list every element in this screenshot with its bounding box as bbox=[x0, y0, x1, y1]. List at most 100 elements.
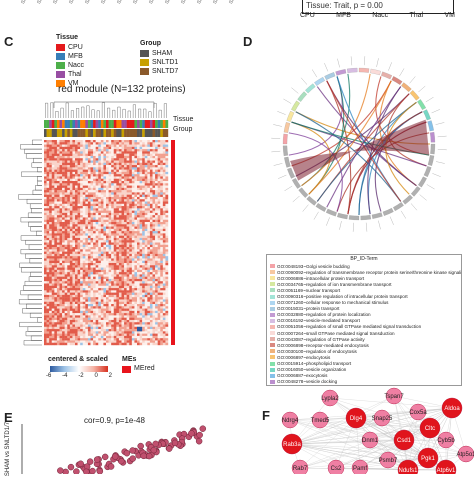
network-node-label: Csd1 bbox=[397, 438, 412, 444]
network-node-label: Snap25 bbox=[372, 416, 393, 422]
top-stat-text: Tissue: Trait, p = 0.00 bbox=[306, 1, 383, 10]
top-stat-box bbox=[302, 0, 454, 14]
group-legend-item: SNLTD7 bbox=[140, 67, 178, 76]
scatter-point bbox=[196, 431, 203, 439]
top-tick-label: SNLTD7 bbox=[100, 0, 116, 5]
top-tick-label: SNLTD1 bbox=[36, 0, 52, 5]
row-dendrogram bbox=[18, 139, 42, 346]
network-node: Pgk1 bbox=[417, 447, 439, 469]
go-term-item: GO:0006898~receptor-mediated endocytosis bbox=[267, 342, 461, 348]
mes-label: MEred bbox=[134, 365, 155, 372]
tissue-legend-item: Thal bbox=[56, 70, 84, 79]
go-term-item: GO:0032880~regulation of protein localiz… bbox=[267, 312, 461, 318]
go-term-item: GO:0043087~regulation of GTPase activity bbox=[267, 336, 461, 342]
heatmap-cells bbox=[44, 140, 169, 346]
scatter-point bbox=[137, 442, 144, 450]
network-node: Tspan7 bbox=[384, 387, 404, 405]
network-node-label: Dlg4 bbox=[350, 416, 363, 422]
network-node: Ndufs1 bbox=[397, 459, 419, 474]
go-term-swatch bbox=[270, 355, 275, 360]
network-node-label: Lypla2 bbox=[321, 396, 339, 402]
go-term-label: GO:0071260~cellular response to mechanic… bbox=[277, 300, 389, 306]
go-term-label: GO:0043087~regulation of GTPase activity bbox=[277, 336, 365, 342]
network-node-label: Aldoa bbox=[444, 406, 460, 412]
go-term-label: GO:0006886~intracellular protein transpo… bbox=[277, 275, 365, 281]
go-term-swatch bbox=[270, 337, 275, 342]
go-term-label: GO:0034765~regulation of ion transmembra… bbox=[277, 281, 392, 287]
tissue-legend-item: CPU bbox=[56, 43, 84, 52]
go-legend-header: BP_ID-Term bbox=[350, 256, 378, 262]
tissue-annotation-bar bbox=[44, 120, 169, 128]
scatter-point bbox=[101, 453, 109, 461]
top-tick-label: SNLTD7 bbox=[212, 0, 228, 5]
network-node: Rab3a bbox=[281, 433, 303, 455]
go-term-label: GO:0015914~phospholipid transport bbox=[277, 361, 352, 367]
top-tissue-label: CPU bbox=[300, 12, 315, 19]
go-term-label: GO:0048278~vesicle docking bbox=[277, 379, 338, 385]
tissue-label: Nacc bbox=[68, 62, 84, 69]
scatter-point bbox=[140, 452, 147, 460]
panel-letter-c: C bbox=[4, 34, 14, 49]
column-dendrogram bbox=[45, 101, 167, 118]
network-node: Cox5a bbox=[409, 403, 427, 421]
network-node: Lypla2 bbox=[321, 389, 339, 407]
go-term-swatch bbox=[270, 367, 275, 372]
scatter-point bbox=[67, 463, 75, 471]
tissue-legend-title: Tissue bbox=[56, 34, 79, 41]
scale-tick: -6 bbox=[46, 373, 52, 379]
top-tick-labels: SNLTD7SNLTD1SNLTD7SNLTD1ShamSNLTD7SNLTD1… bbox=[20, 0, 245, 20]
scatter-point bbox=[111, 453, 119, 460]
panel-letter-f: F bbox=[262, 408, 270, 423]
go-term-item: GO:0071260~cellular response to mechanic… bbox=[267, 300, 461, 306]
scatter-point bbox=[188, 430, 195, 437]
top-tick-label: SNLTD1 bbox=[228, 0, 244, 5]
top-tick-label: SNLTD1 bbox=[116, 0, 132, 5]
network-node-label: Ndrg4 bbox=[282, 418, 299, 424]
network-node: Cyb5b bbox=[437, 431, 455, 449]
go-term-swatch bbox=[270, 294, 275, 299]
go-term-label: GO:0016050~vesicle organization bbox=[277, 367, 347, 373]
top-tick-label: SNLTD1 bbox=[196, 0, 212, 5]
go-term-item: GO:0016050~vesicle organization bbox=[267, 367, 461, 373]
tissue-label: VM bbox=[68, 80, 79, 87]
top-tick-label: SNLTD1 bbox=[148, 0, 164, 5]
tissue-label: CPU bbox=[68, 44, 83, 51]
go-term-item: GO:0006886~intracellular protein transpo… bbox=[267, 275, 461, 281]
group-swatch bbox=[140, 50, 149, 57]
scatter-point bbox=[96, 468, 104, 474]
go-term-label: GO:0090092~regulation of transmembrane r… bbox=[277, 269, 461, 275]
network-node-label: Dnm1 bbox=[362, 438, 379, 444]
network-node: Cltc bbox=[419, 417, 441, 439]
tissue-label: MFB bbox=[68, 53, 83, 60]
group-annotation-bar bbox=[44, 129, 169, 137]
go-term-swatch bbox=[270, 282, 275, 287]
top-tissue-labels: CPU MFB Nacc Thal VM bbox=[300, 12, 455, 22]
go-term-label: GO:0090316~positive regulation of intrac… bbox=[277, 294, 408, 300]
network-node: Pamf bbox=[351, 459, 369, 474]
network-node: Ndrg4 bbox=[281, 411, 299, 429]
go-term-swatch bbox=[270, 373, 275, 378]
color-scale-bar bbox=[50, 366, 108, 372]
go-term-label: GO:0051169~nuclear transport bbox=[277, 287, 341, 293]
tissue-legend-item: VM bbox=[56, 79, 84, 88]
network-node-label: Tspan7 bbox=[384, 394, 404, 400]
go-term-swatch bbox=[270, 306, 275, 311]
me-red-bar bbox=[171, 140, 175, 345]
network-node-label: Pamf bbox=[353, 466, 367, 472]
go-term-label: GO:0051056~regulation of small GTPase me… bbox=[277, 324, 422, 330]
group-label: SNLTD7 bbox=[152, 68, 179, 75]
go-term-item: GO:0015031~protein transport bbox=[267, 306, 461, 312]
network-node: Dnm1 bbox=[361, 431, 379, 449]
go-term-swatch bbox=[270, 324, 275, 329]
go-term-swatch bbox=[270, 270, 275, 275]
network-node: Atp6v1 bbox=[435, 459, 457, 474]
scale-tick: -2 bbox=[78, 373, 84, 379]
go-term-label: GO:0006898~receptor-mediated endocytosis bbox=[277, 342, 369, 348]
mes-title: MEs bbox=[122, 356, 137, 363]
scatter-point bbox=[199, 425, 207, 432]
mes-swatch bbox=[122, 366, 131, 373]
go-term-swatch bbox=[270, 264, 275, 269]
go-term-swatch bbox=[270, 318, 275, 323]
tissue-swatch bbox=[56, 80, 65, 87]
scatter-point bbox=[73, 468, 80, 474]
